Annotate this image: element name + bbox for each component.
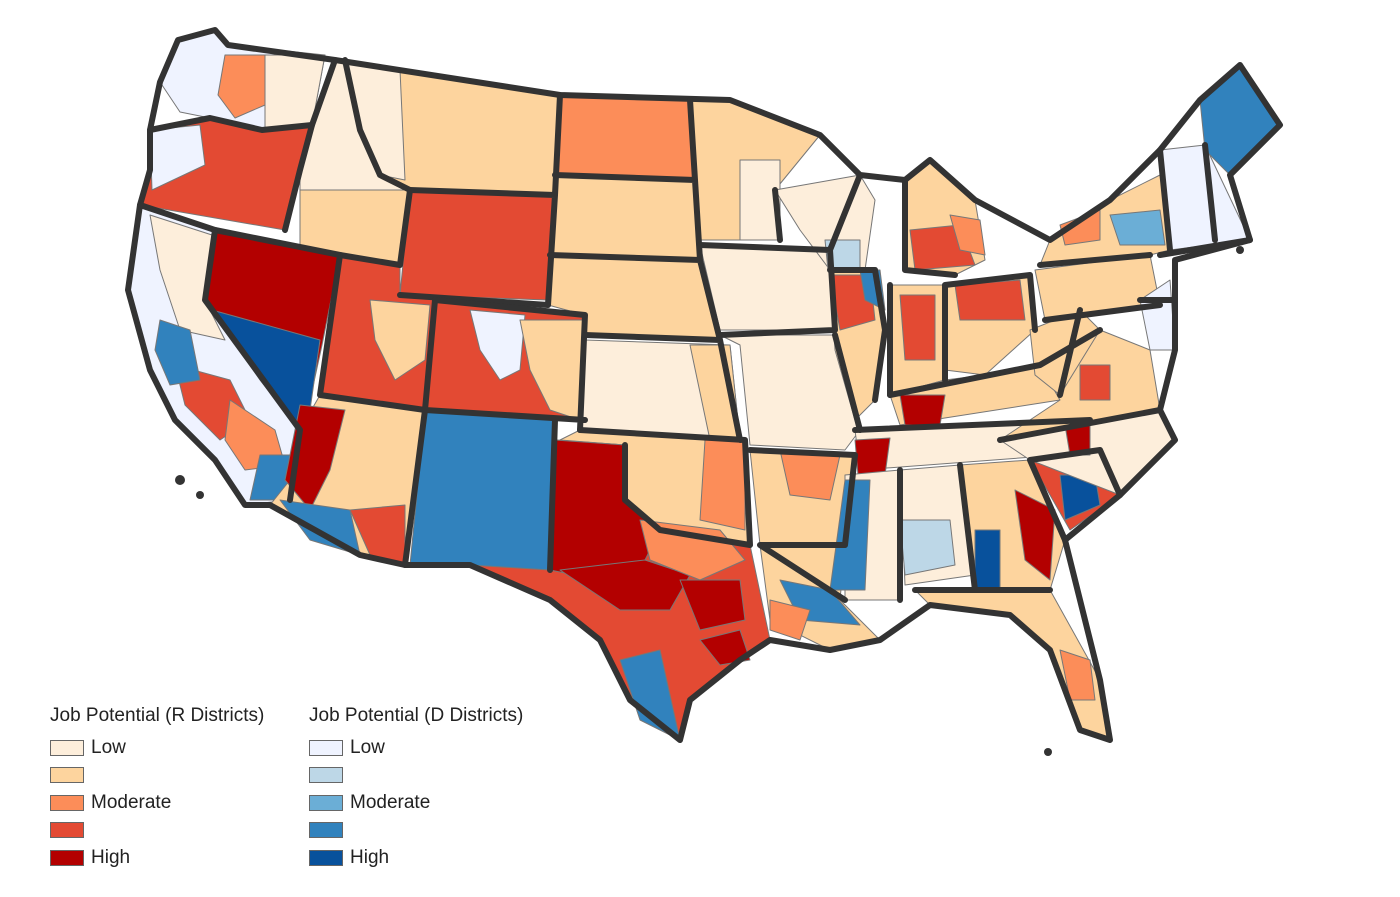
- state-fills: [127, 29, 1281, 741]
- district-in-central: [899, 294, 936, 361]
- state-iowa: [699, 244, 836, 331]
- legend-r-item-low: Low: [50, 734, 264, 762]
- legend-r-item-moderate: Moderate: [50, 789, 264, 817]
- border-mt-wy: [397, 92, 563, 308]
- district-co-metro: [469, 309, 526, 381]
- island-ca-1: [175, 475, 185, 485]
- legend-d-swatch-2: [309, 767, 343, 784]
- border-northeast: [1137, 142, 1253, 303]
- legend-r-label-high: High: [91, 846, 131, 868]
- district-ok-east: [699, 439, 746, 531]
- border-wa-or: [147, 115, 315, 133]
- legend-d-swatch-high: [309, 849, 343, 866]
- state-new-mexico: [409, 409, 556, 571]
- district-fl-south: [1059, 649, 1096, 701]
- district-tx-east: [679, 579, 746, 631]
- district-ca-sjv: [154, 319, 201, 386]
- district-la-orange: [769, 599, 811, 641]
- legend-r-swatch-high: [50, 849, 84, 866]
- legend-d-label-high: High: [350, 846, 390, 868]
- district-tx-houston: [699, 629, 751, 666]
- state-borders: [125, 27, 1283, 743]
- district-ar-nw: [779, 449, 841, 501]
- district-co-east: [519, 319, 586, 421]
- legend-r-swatch-4: [50, 822, 84, 839]
- legend-d-item-2: [309, 762, 523, 790]
- district-al-south: [899, 519, 956, 576]
- state-south-dakota: [549, 174, 701, 261]
- island-ca-2: [196, 491, 204, 499]
- nation-outline: [125, 27, 1283, 743]
- legend-r-item-4: [50, 817, 264, 845]
- legend-d-label-moderate: Moderate: [350, 791, 431, 813]
- legend-d-label-low: Low: [350, 736, 385, 758]
- legend-d-title: Job Potential (D Districts): [309, 705, 524, 726]
- legend-democratic: Job Potential (D Districts) Low Moderate…: [309, 704, 523, 872]
- border-midwest: [697, 172, 863, 603]
- district-tn-west: [854, 437, 891, 476]
- district-va-central: [1079, 364, 1111, 401]
- district-tx-central: [559, 559, 691, 611]
- district-ky-west: [899, 394, 946, 426]
- legend-r-item-2: [50, 762, 264, 790]
- district-ms-west: [829, 479, 871, 591]
- border-id: [282, 57, 413, 268]
- legend-r-swatch-2: [50, 767, 84, 784]
- legend-d-swatch-4: [309, 822, 343, 839]
- border-great-lakes: [827, 177, 1163, 403]
- state-maine: [1199, 64, 1281, 176]
- border-ca-nv: [202, 227, 303, 503]
- island-ne: [1236, 246, 1244, 254]
- district-tx-dallas: [639, 519, 746, 581]
- state-wyoming: [399, 189, 556, 301]
- legend-d-swatch-low: [309, 739, 343, 756]
- island-fl-keys: [1044, 748, 1052, 756]
- district-oh-north: [954, 279, 1026, 321]
- islands: [175, 246, 1244, 756]
- border-south: [852, 307, 1163, 603]
- district-ut-central: [369, 299, 431, 381]
- border-ut-co-az-nm: [317, 252, 588, 573]
- district-ga-sw: [974, 529, 1001, 591]
- legend-d-swatch-moderate: [309, 794, 343, 811]
- legend-d-item-moderate: Moderate: [309, 789, 523, 817]
- district-mi-thumb: [949, 214, 986, 256]
- legend-r-item-high: High: [50, 844, 264, 872]
- legend-d-item-high: High: [309, 844, 523, 872]
- district-wa-central: [217, 54, 266, 119]
- border-plains: [547, 97, 753, 548]
- legend-r-swatch-low: [50, 739, 84, 756]
- district-ga-east: [1014, 489, 1056, 581]
- legend-d-item-4: [309, 817, 523, 845]
- legend-d-item-low: Low: [309, 734, 523, 762]
- legend-republican: Job Potential (R Districts) Low Moderate…: [50, 704, 264, 872]
- state-north-dakota: [554, 94, 696, 181]
- district-ny-central: [1109, 209, 1166, 246]
- legend-r-title: Job Potential (R Districts): [50, 705, 265, 726]
- legend-r-label-moderate: Moderate: [91, 791, 172, 813]
- legend-r-label-low: Low: [91, 736, 126, 758]
- legend-r-swatch-moderate: [50, 794, 84, 811]
